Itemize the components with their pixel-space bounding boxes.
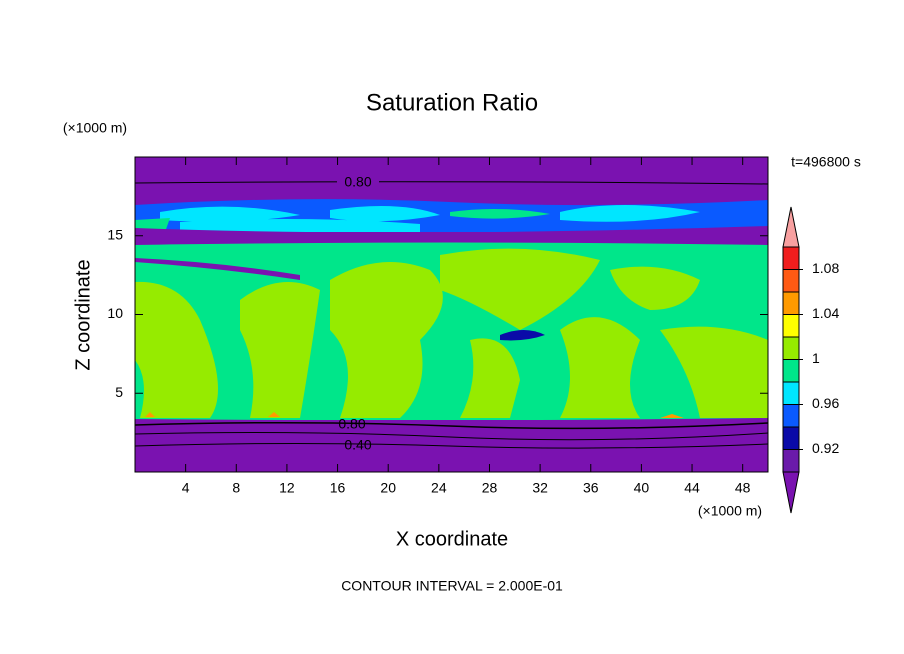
colorbar-label: 1	[812, 350, 820, 366]
y-tick-label: 10	[107, 305, 123, 321]
colorbar-label: 1.04	[812, 305, 839, 321]
colorbar-over	[782, 206, 800, 248]
contour-label: 0.40	[344, 437, 371, 453]
chart-title: Saturation Ratio	[366, 89, 538, 116]
x-tick-label: 40	[634, 480, 650, 496]
contour-label: 0.80	[344, 174, 371, 190]
x-tick-label: 12	[279, 480, 295, 496]
label-bg	[337, 174, 379, 192]
colorbar-label: 1.08	[812, 260, 839, 276]
x-tick-label: 32	[532, 480, 548, 496]
colorbar-box	[782, 246, 800, 270]
colorbar-box	[782, 359, 800, 383]
colorbar-label: 0.92	[812, 440, 839, 456]
colorbar-label: 0.96	[812, 395, 839, 411]
colorbar-box	[782, 291, 800, 315]
x-unit: (×1000 m)	[698, 503, 762, 519]
colorbar-box	[782, 404, 800, 428]
x-tick-label: 48	[735, 480, 751, 496]
y-tick-label: 5	[115, 384, 123, 400]
x-tick-label: 20	[380, 480, 396, 496]
y-axis-label: Z coordinate	[72, 259, 94, 370]
x-tick-label: 24	[431, 480, 447, 496]
x-tick-label: 28	[482, 480, 498, 496]
x-tick-label: 16	[330, 480, 346, 496]
contour-label: 0.80	[338, 416, 365, 432]
time-label: t=496800 s	[791, 154, 861, 170]
x-tick-label: 36	[583, 480, 599, 496]
y-tick-label: 15	[107, 226, 123, 242]
colorbar-box	[782, 269, 800, 293]
footer: CONTOUR INTERVAL = 2.000E-01	[341, 578, 563, 594]
colorbar-box	[782, 426, 800, 450]
y-unit: (×1000 m)	[63, 120, 127, 136]
colorbar-under	[782, 471, 800, 514]
colorbar-box	[782, 449, 800, 473]
colorbar-box	[782, 381, 800, 405]
colorbar-box	[782, 336, 800, 360]
x-axis-label: X coordinate	[396, 528, 508, 550]
x-tick-label: 4	[182, 480, 190, 496]
colorbar-box	[782, 314, 800, 338]
x-tick-label: 44	[684, 480, 700, 496]
x-tick-label: 8	[232, 480, 240, 496]
contour-field	[135, 157, 768, 472]
